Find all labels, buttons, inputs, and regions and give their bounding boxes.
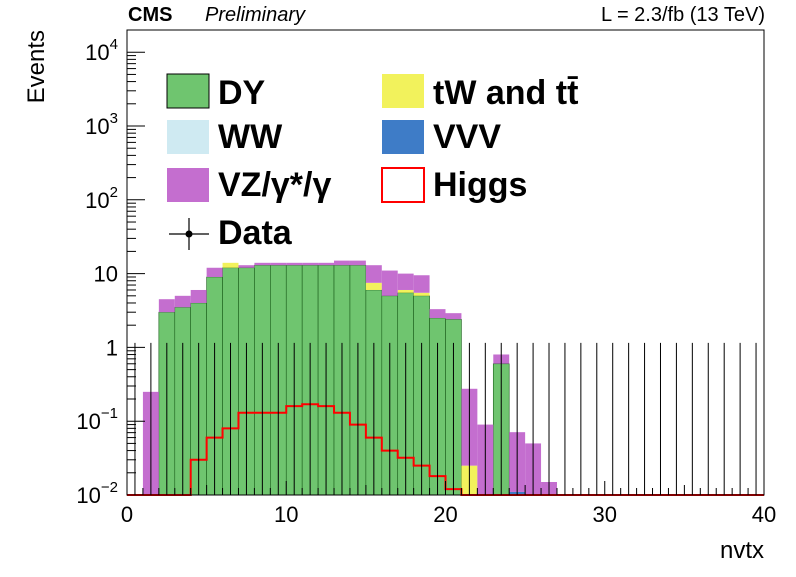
legend-entry-higgs: Higgs	[381, 166, 527, 204]
legend-entry-ww: WW	[167, 118, 283, 156]
legend-entry-vz: VZ/γ*/γ	[167, 166, 331, 204]
bar-vz-bin-9	[270, 262, 287, 266]
bar-vz-bin-5	[206, 267, 223, 277]
legend-label-data: Data	[218, 214, 293, 252]
y-axis-label: Events	[23, 30, 50, 103]
bar-vz-bin-10	[286, 262, 303, 266]
x-tick-label-40: 40	[752, 502, 776, 527]
bar-vz-bin-20	[445, 313, 462, 320]
legend-label-vvv: VVV	[433, 118, 501, 156]
bar-tw-bin-17	[397, 289, 414, 293]
legend-entry-tw: tW and tt̄	[382, 74, 579, 112]
y-tick-label: 10−1	[76, 405, 118, 434]
cms-label: CMS	[128, 4, 172, 26]
y-tick-label: 10−2	[76, 479, 118, 508]
x-axis-label: nvtx	[720, 537, 764, 564]
legend-label-higgs: Higgs	[433, 166, 527, 204]
legend-entry-data: Data	[169, 214, 293, 252]
y-tick-label: 102	[85, 184, 118, 213]
legend-entry-dy: DY	[166, 73, 266, 112]
legend-label-vz: VZ/γ*/γ	[218, 166, 331, 204]
x-tick-label-0: 0	[121, 502, 133, 527]
x-tick-label-10: 10	[274, 502, 298, 527]
bar-vz-bin-15	[365, 265, 382, 283]
stacked-bars	[142, 260, 557, 496]
preliminary-label: Preliminary	[205, 4, 306, 26]
y-tick-label: 10	[94, 262, 118, 287]
bar-vz-bin-11	[302, 262, 319, 266]
legend-entry-vvv: VVV	[382, 118, 501, 156]
y-tick-label: 103	[85, 110, 118, 139]
axes: 0 10 20 30 40 10−2 10−1 1 10 102 103 104	[76, 36, 776, 527]
legend-label-tw: tW and tt̄	[433, 74, 579, 112]
lumi-label: L = 2.3/fb (13 TeV)	[601, 4, 765, 26]
data-points	[134, 342, 757, 495]
legend: DY WW VZ/γ*/γ Data tW and tt̄ VVV Higgs	[166, 73, 579, 252]
bar-vz-bin-14	[349, 260, 366, 266]
bar-vz-bin-19	[429, 309, 446, 319]
bar-vz-bin-4	[190, 289, 207, 303]
x-tick-label-30: 30	[593, 502, 617, 527]
bar-vz-bin-8	[254, 262, 271, 266]
bar-tw-bin-15	[365, 282, 382, 290]
x-tick-label-20: 20	[433, 502, 457, 527]
bar-vz-bin-13	[334, 260, 350, 266]
y-tick-label: 1	[106, 335, 118, 360]
bar-tw-bin-6	[222, 262, 239, 268]
bar-vz-bin-12	[318, 262, 335, 266]
legend-label-ww: WW	[218, 118, 283, 156]
bar-vz-bin-17	[397, 273, 414, 290]
bar-vz-bin-16	[381, 270, 398, 296]
bar-vz-bin-18	[413, 275, 430, 293]
legend-label-dy: DY	[218, 74, 266, 112]
bar-vz-bin-2	[158, 299, 175, 313]
bar-vz-bin-7	[238, 265, 255, 268]
bar-vz-bin-3	[174, 295, 191, 308]
y-tick-label: 104	[85, 36, 118, 65]
bar-tw-bin-18	[413, 292, 430, 296]
